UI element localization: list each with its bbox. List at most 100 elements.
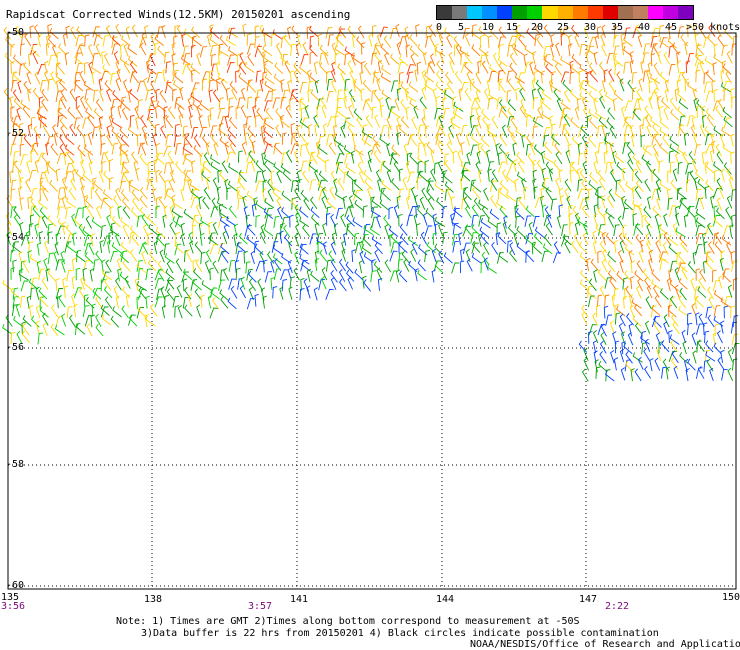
wind-barb	[582, 232, 589, 246]
wind-barb	[183, 208, 194, 220]
wind-barb	[623, 45, 633, 57]
wind-barb	[395, 269, 401, 283]
wind-barb	[166, 260, 174, 274]
wind-barb	[174, 305, 180, 318]
wind-barb	[646, 160, 653, 174]
wind-barb	[515, 197, 522, 210]
wind-barb	[691, 332, 697, 346]
wind-barb	[193, 268, 202, 280]
wind-barb	[145, 89, 153, 102]
wind-barb	[697, 178, 707, 191]
wind-barb	[328, 142, 336, 156]
wind-barb	[347, 25, 356, 38]
wind-barb	[384, 259, 392, 273]
wind-barb	[182, 296, 190, 309]
wind-barb	[680, 240, 689, 253]
wind-barb	[147, 214, 156, 226]
wind-barb	[172, 216, 182, 228]
wind-barb	[182, 179, 190, 191]
wind-barb	[607, 107, 616, 120]
wind-barb	[79, 70, 86, 84]
wind-barb	[95, 295, 103, 309]
wind-barb	[714, 323, 720, 337]
wind-barb	[324, 51, 329, 65]
wind-barb	[19, 122, 24, 136]
wind-barb	[668, 243, 678, 256]
wind-barb	[465, 205, 472, 219]
wind-barb	[74, 322, 81, 336]
wind-barb	[377, 178, 382, 192]
wind-barb	[434, 181, 445, 193]
wind-barb	[156, 288, 163, 300]
wind-barbs	[2, 23, 740, 382]
wind-barb	[600, 33, 606, 47]
wind-barb	[111, 126, 121, 139]
wind-barb	[119, 43, 125, 57]
wind-barb	[398, 270, 408, 283]
wind-barb	[156, 26, 164, 38]
wind-barb	[685, 163, 693, 175]
wind-barb	[570, 63, 581, 75]
wind-barb	[41, 98, 48, 112]
wind-barb	[662, 241, 669, 256]
wind-barb	[163, 205, 168, 219]
wind-barb	[93, 259, 99, 272]
legend-color-bar	[436, 5, 694, 20]
wind-barb	[220, 269, 226, 282]
wind-barb	[30, 205, 36, 218]
wind-barb	[210, 161, 221, 172]
wind-barb	[274, 62, 284, 75]
wind-barb	[495, 232, 500, 246]
wind-barb	[656, 95, 662, 109]
wind-barb	[212, 221, 219, 236]
wind-barb	[642, 70, 649, 83]
wind-barb	[586, 45, 595, 57]
wind-barb	[209, 307, 218, 319]
wind-barb	[632, 204, 639, 217]
wind-barb	[20, 295, 26, 308]
wind-barb	[131, 24, 139, 38]
wind-barb	[424, 80, 435, 92]
wind-barb	[732, 35, 738, 48]
wind-barb	[293, 133, 300, 147]
legend-tick: 25	[557, 22, 570, 33]
wind-barb	[651, 269, 661, 282]
wind-barb	[190, 63, 201, 75]
wind-barb	[263, 126, 273, 138]
wind-barb	[669, 205, 677, 217]
wind-barb	[438, 123, 446, 137]
wind-barb	[588, 278, 597, 291]
wind-barb	[9, 96, 14, 110]
wind-barb	[659, 105, 664, 119]
wind-barb	[353, 145, 364, 156]
wind-barb	[470, 107, 476, 120]
wind-barb	[280, 223, 285, 236]
wind-barb	[280, 96, 287, 109]
wind-barb	[498, 26, 507, 39]
wind-barb	[695, 233, 704, 245]
wind-barb	[623, 342, 633, 355]
legend-swatch	[497, 6, 513, 19]
wind-barb	[380, 72, 392, 83]
wind-barb	[137, 142, 145, 155]
wind-barb	[293, 62, 302, 75]
wind-barb	[632, 108, 642, 121]
wind-barb	[661, 340, 670, 353]
wind-barb	[487, 97, 494, 110]
wind-barb	[119, 251, 129, 264]
wind-barb	[141, 250, 147, 264]
wind-barb	[453, 43, 459, 57]
wind-barb	[74, 207, 83, 219]
wind-barb	[218, 97, 225, 110]
wind-barb	[481, 108, 490, 121]
wind-barb	[13, 54, 23, 66]
wind-barb	[86, 204, 94, 218]
wind-barb	[104, 150, 111, 164]
wind-barb	[262, 71, 268, 84]
wind-barb	[498, 143, 508, 157]
wind-barb	[531, 88, 537, 102]
wind-barb	[120, 96, 127, 109]
wind-barb	[471, 81, 481, 93]
wind-barb	[405, 160, 411, 174]
wind-barb	[603, 136, 614, 147]
